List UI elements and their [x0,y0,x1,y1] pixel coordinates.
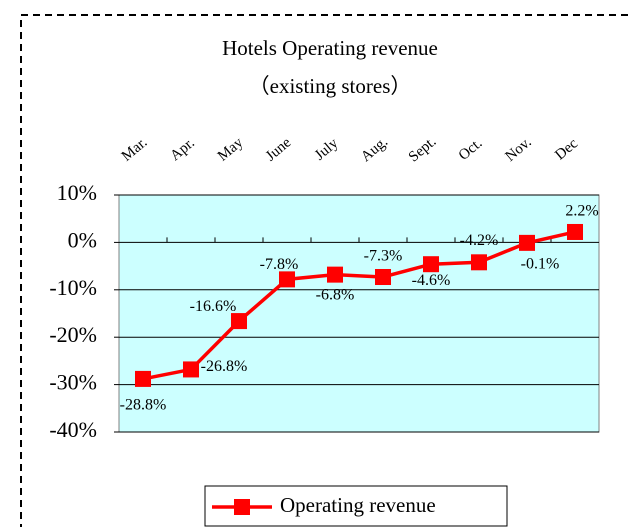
x-tick-label: July [312,135,342,164]
data-label: -4.6% [412,272,451,289]
data-label: -28.8% [120,397,167,414]
x-tick-label: June [263,134,295,164]
data-label: -4.2% [460,232,499,249]
y-tick-label: -20% [49,322,97,347]
marker [135,370,151,387]
marker [567,223,583,240]
plot-area [118,194,600,433]
data-label: -7.3% [364,248,403,265]
data-label: -16.6% [190,298,237,315]
marker [183,361,199,378]
marker [279,271,295,288]
data-label: -6.8% [316,286,355,303]
x-tick-label: Oct. [456,135,486,164]
marker [519,234,535,251]
data-label: -26.8% [201,358,248,375]
y-tick-label: -10% [49,275,97,300]
data-label: -0.1% [521,256,560,273]
x-tick-label: May [215,134,247,164]
x-tick-label: Apr. [167,135,197,164]
y-tick-label: 0% [68,227,97,252]
legend-label: Operating revenue [280,493,436,517]
chart-title: Hotels Operating revenue [222,36,438,60]
marker [327,266,343,283]
data-label: 2.2% [565,203,598,220]
data-label: -7.8% [260,256,299,273]
series-line [142,230,576,381]
y-tick-label: -40% [49,417,97,442]
x-tick-label: Aug. [358,134,391,165]
x-tick-label: Dec [552,135,581,163]
x-tick-label: Sept. [406,134,440,166]
marker [423,256,439,273]
chart-subtitle: （existing stores） [249,74,412,98]
marker [231,313,247,330]
x-tick-label: Nov. [503,134,535,165]
y-tick-label: 10% [57,180,97,205]
marker [375,269,391,286]
y-tick-label: -30% [49,370,97,395]
marker [471,254,487,271]
legend-marker [234,499,250,515]
x-tick-label: Mar. [119,134,151,164]
